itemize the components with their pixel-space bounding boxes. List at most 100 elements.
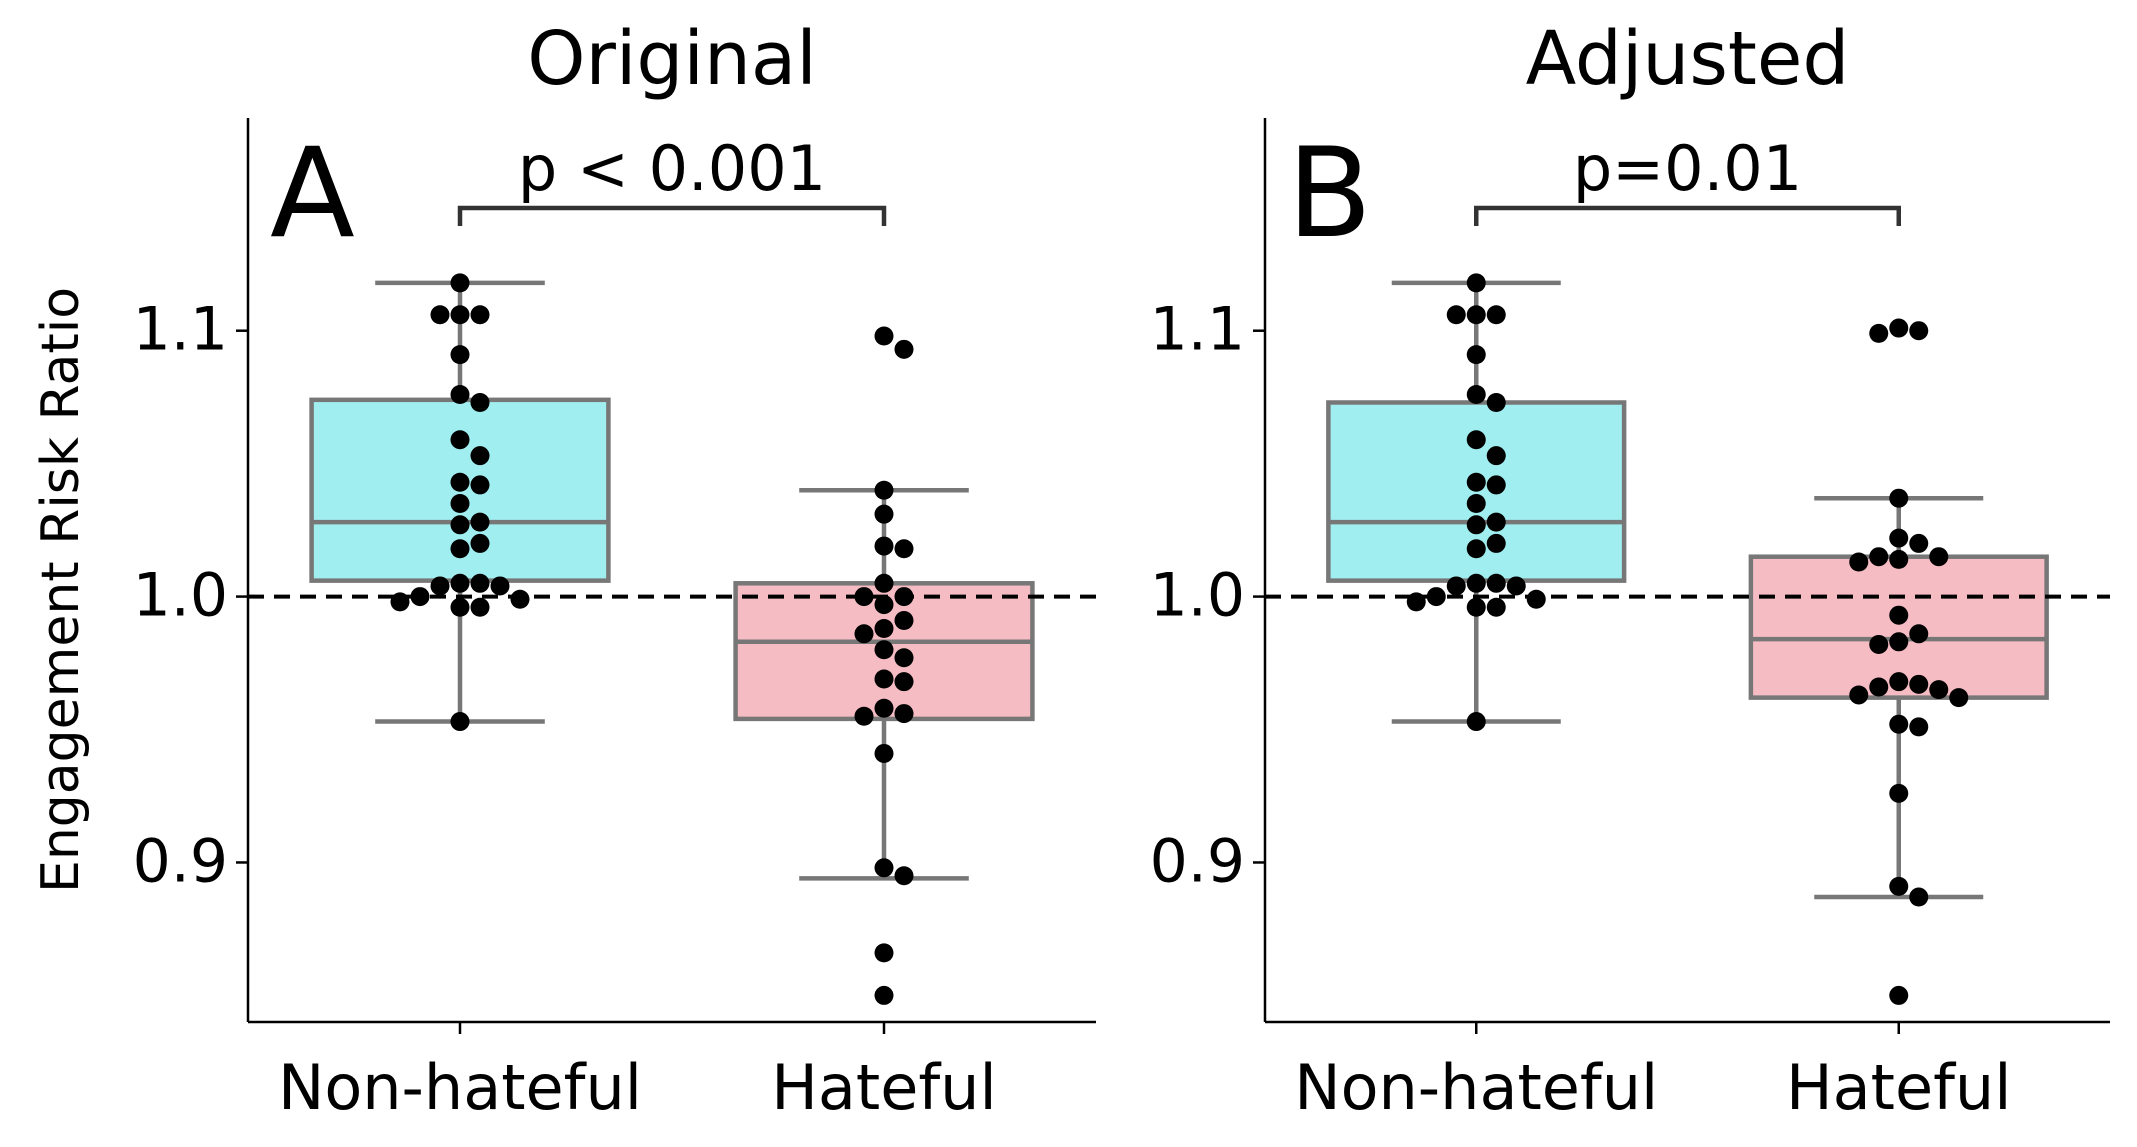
data-point (1889, 549, 1909, 569)
data-point (874, 698, 894, 718)
data-point (1466, 597, 1486, 617)
data-point (470, 446, 490, 466)
data-point (1889, 528, 1909, 548)
data-point (874, 536, 894, 556)
data-point (1466, 573, 1486, 593)
x-tick-label: Non-hateful (1294, 1051, 1658, 1124)
data-point (450, 472, 470, 492)
data-point (894, 611, 914, 631)
data-point (874, 743, 894, 763)
data-point (1869, 323, 1889, 343)
x-tick-label: Non-hateful (278, 1051, 642, 1124)
data-point (874, 504, 894, 524)
data-point (1949, 688, 1969, 708)
data-point (874, 985, 894, 1005)
data-point (1466, 305, 1486, 325)
data-point (1909, 887, 1929, 907)
data-point (1526, 589, 1546, 609)
data-point (894, 587, 914, 607)
data-point (1909, 674, 1929, 694)
y-tick-label: 0.9 (1150, 826, 1245, 896)
y-tick-label: 1.1 (1150, 295, 1245, 365)
data-point (874, 595, 894, 615)
points-hateful (854, 326, 914, 1005)
data-point (894, 648, 914, 668)
data-point (1466, 494, 1486, 514)
data-point (450, 539, 470, 559)
data-point (470, 573, 490, 593)
data-point (1486, 533, 1506, 553)
data-point (450, 430, 470, 450)
data-point (1889, 605, 1909, 625)
data-point (470, 533, 490, 553)
data-point (1466, 385, 1486, 405)
data-point (894, 672, 914, 692)
panel-title: Original (527, 16, 817, 102)
data-point (470, 392, 490, 412)
y-tick-label: 0.9 (133, 826, 228, 896)
data-point (1889, 632, 1909, 652)
y-tick-label: 1.1 (133, 295, 228, 365)
data-point (1869, 634, 1889, 654)
p-value-annotation: p=0.01 (1573, 132, 1802, 205)
data-point (1446, 576, 1466, 596)
points-hateful (1849, 318, 1969, 1005)
panel-title: Adjusted (1526, 16, 1850, 102)
data-point (450, 273, 470, 293)
panel-a-original: Original A 0.9 1.0 1.1 Non-hateful Hateful p < … (133, 16, 1096, 1124)
data-point (874, 640, 894, 660)
data-point (894, 539, 914, 559)
data-point (854, 706, 874, 726)
data-point (1486, 512, 1506, 532)
x-tick-label: Hateful (771, 1051, 996, 1124)
data-point (1466, 345, 1486, 365)
data-point (1849, 685, 1869, 705)
data-point (490, 576, 510, 596)
panel-letter: A (270, 122, 355, 266)
data-point (874, 480, 894, 500)
data-point (854, 587, 874, 607)
data-point (1466, 273, 1486, 293)
data-point (1486, 573, 1506, 593)
data-point (874, 858, 894, 878)
data-point (430, 576, 450, 596)
data-point (894, 866, 914, 886)
data-point (1889, 876, 1909, 896)
data-point (450, 494, 470, 514)
data-point (450, 515, 470, 535)
x-tick-label: Hateful (1786, 1051, 2011, 1124)
data-point (1889, 318, 1909, 338)
data-point (1909, 717, 1929, 737)
data-point (1889, 985, 1909, 1005)
data-point (1406, 592, 1426, 612)
data-point (874, 943, 894, 963)
significance-bracket (457, 205, 887, 226)
data-point (854, 624, 874, 644)
data-point (450, 345, 470, 365)
data-point (894, 704, 914, 724)
data-point (1446, 305, 1466, 325)
significance-bracket (1474, 205, 1901, 226)
points-non-hateful (1406, 273, 1546, 732)
data-point (450, 385, 470, 405)
data-point (1466, 539, 1486, 559)
data-point (874, 618, 894, 638)
data-point (894, 339, 914, 359)
data-point (390, 592, 410, 612)
data-point (1466, 430, 1486, 450)
data-point (1486, 597, 1506, 617)
data-point (1849, 552, 1869, 572)
data-point (470, 305, 490, 325)
data-point (1486, 305, 1506, 325)
data-point (1929, 547, 1949, 567)
data-point (1869, 677, 1889, 697)
data-point (1909, 321, 1929, 341)
data-point (450, 305, 470, 325)
y-tick-label: 1.0 (133, 561, 228, 631)
data-point (410, 587, 430, 607)
data-point (874, 573, 894, 593)
data-point (450, 597, 470, 617)
data-point (1486, 392, 1506, 412)
data-point (470, 512, 490, 532)
